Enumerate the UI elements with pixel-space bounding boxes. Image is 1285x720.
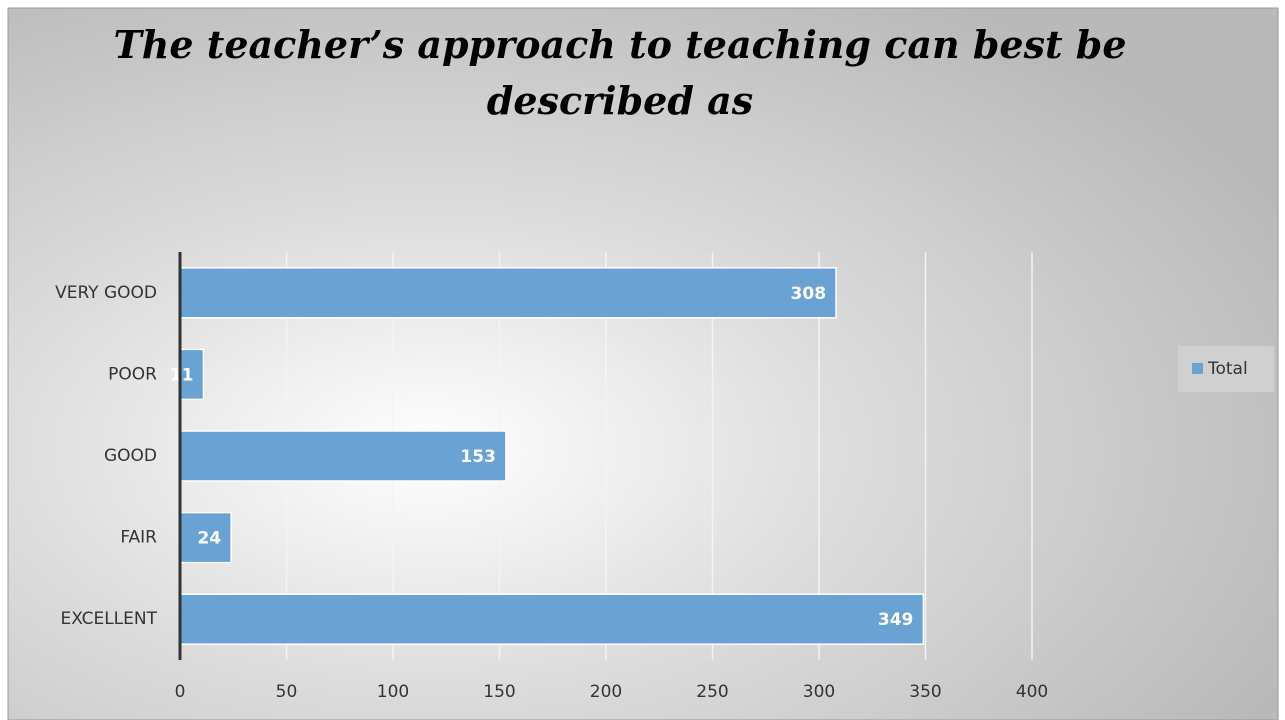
legend-swatch	[1192, 363, 1203, 374]
x-tick-label: 250	[696, 682, 728, 702]
chart-title: The teacher’s approach to teaching can b…	[113, 22, 1126, 123]
y-tick-label: GOOD	[104, 446, 157, 466]
title-line: The teacher’s approach to teaching can b…	[113, 22, 1126, 67]
y-tick-label: FAIR	[120, 528, 157, 548]
data-label: 153	[460, 447, 496, 467]
bar	[179, 267, 837, 319]
x-tick-label: 0	[175, 682, 186, 702]
data-label: 24	[197, 529, 221, 549]
y-tick-label: POOR	[108, 364, 157, 384]
title-line: described as	[487, 78, 753, 123]
x-tick-label: 150	[483, 682, 515, 702]
x-tick-label: 350	[909, 682, 941, 702]
y-tick-label: EXCELLENT	[60, 609, 157, 629]
x-tick-label: 200	[590, 682, 622, 702]
x-tick-label: 50	[276, 682, 298, 702]
x-tick-label: 100	[377, 682, 409, 702]
x-tick-label: 400	[1016, 682, 1048, 702]
legend-label: Total	[1207, 359, 1248, 379]
bar	[179, 430, 507, 482]
data-label: 308	[791, 284, 827, 304]
x-tick-label: 300	[803, 682, 835, 702]
bar	[179, 593, 925, 645]
y-tick-label: VERY GOOD	[55, 283, 157, 303]
bar	[179, 511, 232, 564]
data-label: 11	[170, 365, 194, 385]
data-label: 349	[878, 610, 914, 630]
